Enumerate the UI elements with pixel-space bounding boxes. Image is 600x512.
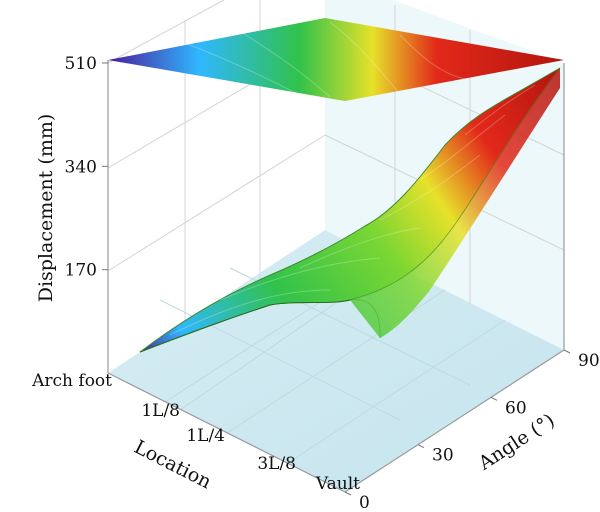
surface-contour-lines <box>169 84 536 336</box>
y-tick-label: 90 <box>578 351 600 371</box>
z-axis-title: Displacement (mm) <box>35 114 57 303</box>
z-tick-label: 340 <box>65 157 97 177</box>
y-axis-title: Angle (°) <box>474 409 559 475</box>
y-tick-mark <box>417 444 425 449</box>
axis-frame <box>107 60 565 493</box>
z-tick-label: 170 <box>65 261 97 281</box>
y-tick-label: 0 <box>359 493 370 512</box>
top-contour-lines <box>149 21 471 98</box>
x-axis-ticks: Arch foot 1L/8 1L/4 3L/8 Vault <box>31 371 360 494</box>
y-tick-mark <box>563 349 571 354</box>
y-axis-ticks: 0 30 60 90 <box>344 349 600 512</box>
y-tick-label: 30 <box>432 446 454 466</box>
z-tick-label: 510 <box>65 54 97 74</box>
surface-lower-flap <box>350 68 560 338</box>
x-tick-label: Arch foot <box>31 371 112 391</box>
top-contour-projection <box>108 18 564 101</box>
y-tick-label: 60 <box>505 398 527 418</box>
x-tick-label: 3L/8 <box>257 454 296 474</box>
x-tick-label: 1L/8 <box>141 401 180 421</box>
y-tick-mark <box>490 396 498 401</box>
y-tick-mark <box>344 491 352 496</box>
x-tick-label: Vault <box>315 474 360 494</box>
z-axis-ticks: 170 340 510 <box>65 54 108 281</box>
x-tick-label: 1L/4 <box>186 426 225 446</box>
